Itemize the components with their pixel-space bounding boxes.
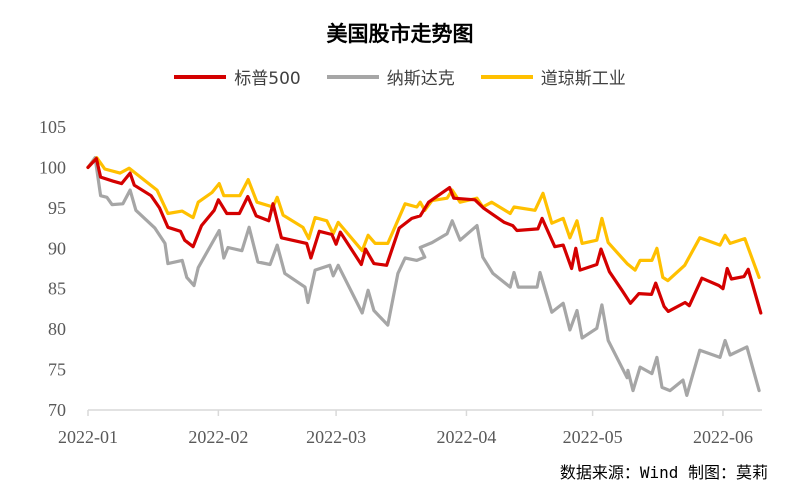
- legend: 标普500 纳斯达克 道琼斯工业: [0, 64, 800, 89]
- legend-item-sp500: 标普500: [174, 64, 301, 89]
- legend-item-nasdaq: 纳斯达克: [326, 64, 455, 89]
- y-tick-label: 95: [48, 198, 66, 218]
- legend-swatch-nasdaq: [326, 74, 379, 79]
- x-tick-label: 2022-04: [436, 427, 496, 447]
- x-tick-label: 2022-02: [188, 427, 248, 447]
- y-tick-label: 80: [48, 319, 66, 339]
- dow-line: [86, 156, 761, 283]
- legend-label-nasdaq: 纳斯达克: [386, 69, 455, 89]
- y-tick-label: 100: [39, 157, 66, 177]
- legend-swatch-dow: [480, 74, 533, 79]
- legend-item-dow: 道琼斯工业: [480, 64, 626, 89]
- y-tick-label: 75: [48, 360, 66, 380]
- legend-label-sp500: 标普500: [234, 69, 301, 89]
- chart-title: 美国股市走势图: [326, 22, 474, 46]
- x-tick-label: 2022-05: [563, 427, 623, 447]
- nasdaq-line: [86, 156, 761, 397]
- y-tick-label: 105: [39, 117, 66, 137]
- legend-swatch-sp500: [174, 74, 227, 79]
- source-note: 数据来源：Wind 制图：莫莉: [559, 463, 768, 482]
- sp500-line: [86, 156, 763, 315]
- x-tick-label: 2022-06: [693, 427, 753, 447]
- x-tick-label: 2022-01: [58, 427, 118, 447]
- y-tick-label: 90: [48, 238, 66, 258]
- x-tick-label: 2022-03: [306, 427, 366, 447]
- y-tick-label: 70: [48, 400, 66, 420]
- y-tick-label: 85: [48, 279, 66, 299]
- legend-label-dow: 道琼斯工业: [540, 69, 626, 89]
